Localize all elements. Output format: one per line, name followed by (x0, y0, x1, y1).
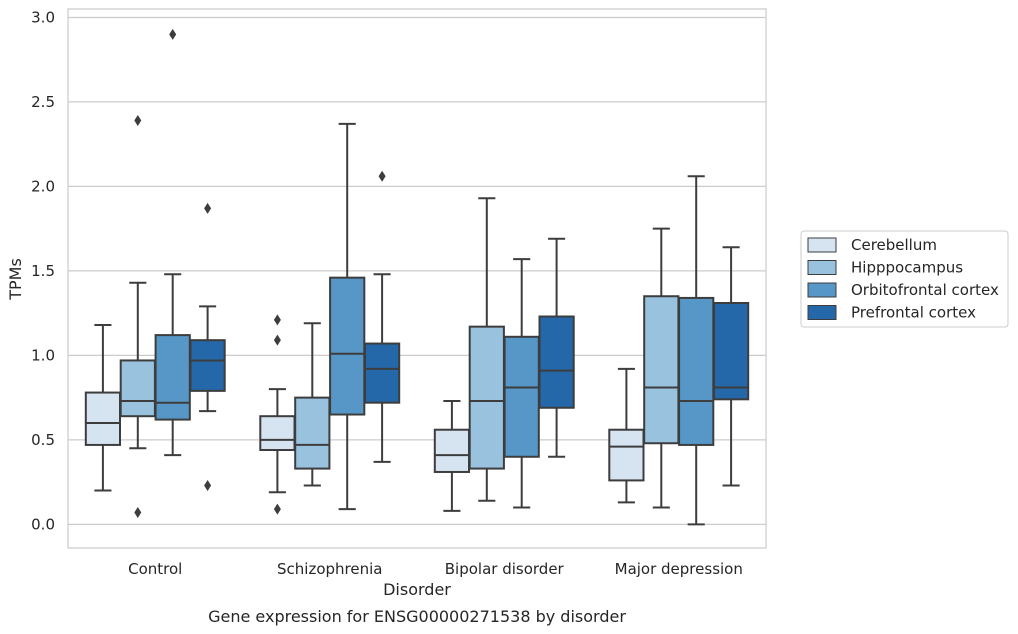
outlier-point (273, 314, 281, 326)
box-prefrontal-cortex (189, 202, 226, 491)
box-iqr (468, 325, 505, 470)
outlier-point (169, 28, 177, 40)
y-tick-label: 0.5 (31, 431, 55, 449)
box-iqr (329, 276, 366, 416)
y-tick-labels: 0.0 0.5 1.0 1.5 2.0 2.5 3.0 (31, 8, 55, 533)
outlier-point (273, 334, 281, 346)
x-tick-label: Schizophrenia (277, 560, 382, 578)
box-iqr (503, 335, 540, 458)
x-tick-label: Control (128, 560, 182, 578)
y-tick-label: 3.0 (31, 8, 55, 26)
y-axis-title: TPMs (6, 258, 25, 301)
outlier-point (204, 202, 212, 214)
legend-label: Hipppocampus (851, 259, 963, 277)
box-orbitofrontal-cortex (154, 28, 191, 457)
box-iqr (643, 295, 680, 445)
legend-swatch (807, 260, 837, 275)
y-tick-label: 1.5 (31, 262, 55, 280)
box-cerebellum (84, 323, 122, 492)
box-iqr (259, 415, 296, 452)
legend: Cerebellum Hipppocampus Orbitofrontal cort… (800, 230, 1009, 328)
box-hipppocampus (119, 115, 156, 519)
legend-swatch (807, 282, 837, 298)
legend-label: Cerebellum (851, 236, 937, 254)
box-iqr (363, 342, 401, 404)
box-orbitofrontal-cortex (678, 175, 715, 526)
outlier-point (134, 115, 142, 127)
box-cerebellum (608, 367, 645, 504)
y-tick-label: 2.0 (31, 177, 55, 195)
box-orbitofrontal-cortex (329, 122, 366, 511)
box-iqr (84, 391, 122, 446)
box-iqr (119, 359, 156, 418)
box-cerebellum (259, 314, 296, 515)
legend-label: Orbitofrontal cortex (851, 281, 999, 299)
outlier-point (134, 507, 142, 519)
y-tick-label: 1.0 (31, 346, 55, 364)
legend-label: Prefrontal cortex (851, 304, 976, 322)
box-hipppocampus (468, 197, 505, 502)
box-prefrontal-cortex (712, 246, 750, 487)
x-tick-labels: Control Schizophrenia Bipolar disorder Majo… (128, 560, 743, 578)
outlier-point (378, 170, 386, 182)
box-iqr (712, 302, 750, 401)
box-iqr (678, 296, 715, 446)
box-hipppocampus (294, 322, 331, 487)
box-iqr (294, 396, 331, 470)
box-iqr (433, 428, 471, 473)
box-cerebellum (433, 400, 471, 512)
outlier-point (204, 479, 212, 491)
box-iqr (538, 315, 575, 409)
plot-area-frame (67, 8, 767, 549)
y-tick-label: 0.0 (31, 515, 55, 533)
box-prefrontal-cortex (538, 237, 575, 458)
x-axis-title: Disorder (383, 580, 451, 599)
x-tick-label: Major depression (615, 560, 743, 578)
box-prefrontal-cortex (363, 170, 401, 463)
box-series (84, 28, 750, 526)
y-tick-label: 2.5 (31, 93, 55, 111)
legend-swatch (807, 305, 837, 320)
box-iqr (154, 334, 191, 421)
legend-swatch (807, 237, 837, 253)
box-orbitofrontal-cortex (503, 258, 540, 509)
legend-frame (800, 230, 1009, 328)
box-iqr (189, 339, 226, 392)
box-iqr (608, 428, 645, 482)
chart-caption: Gene expression for ENSG00000271538 by d… (208, 607, 626, 626)
box-hipppocampus (643, 227, 680, 509)
x-tick-label: Bipolar disorder (445, 560, 565, 578)
outlier-point (273, 503, 281, 515)
